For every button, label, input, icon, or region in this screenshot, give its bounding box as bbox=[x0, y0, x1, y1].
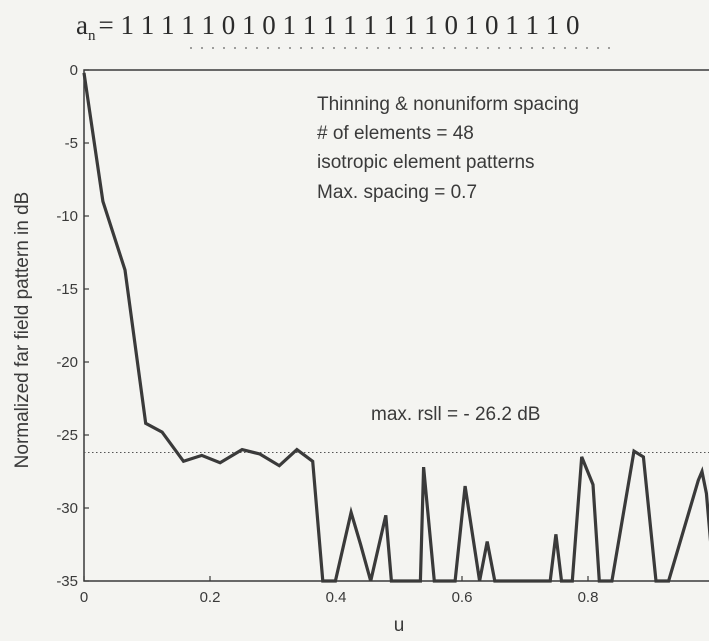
y-tick-label: -5 bbox=[65, 135, 78, 152]
x-tick-label: 0.4 bbox=[326, 589, 347, 606]
y-tick-labels: 0 -5 -10 -15 -20 -25 -30 -35 bbox=[56, 62, 78, 590]
sequence-bits: = 1 1 1 1 1 0 1 0 1 1 1 1 1 1 1 1 0 1 0 … bbox=[98, 10, 579, 40]
annotation-line-3: isotropic element patterns bbox=[317, 152, 535, 173]
y-tick-label: -20 bbox=[56, 354, 78, 371]
sequence-label: an = 1 1 1 1 1 0 1 0 1 1 1 1 1 1 1 1 0 1 … bbox=[76, 10, 579, 44]
y-tick-label: -30 bbox=[56, 500, 78, 517]
annotation-line-2: # of elements = 48 bbox=[317, 123, 474, 144]
rsll-annotation: max. rsll = - 26.2 dB bbox=[371, 404, 540, 425]
x-tick-label: 0.6 bbox=[452, 589, 473, 606]
y-tick-label: -25 bbox=[56, 427, 78, 444]
x-tick-label: 0.8 bbox=[578, 589, 599, 606]
x-tick-labels: 00.20.40.60.81 bbox=[80, 589, 599, 606]
y-tick-label: -15 bbox=[56, 281, 78, 298]
x-tick-label: 0.2 bbox=[200, 589, 221, 606]
annotation-line-1: Thinning & nonuniform spacing bbox=[317, 94, 579, 115]
y-tick-label: 0 bbox=[70, 62, 78, 79]
y-tick-label: -35 bbox=[56, 573, 78, 590]
sequence-prefix: a bbox=[76, 10, 88, 40]
sequence-subscript: n bbox=[88, 28, 96, 44]
annotation-line-4: Max. spacing = 0.7 bbox=[317, 182, 477, 203]
plot-frame bbox=[83, 69, 709, 582]
annotation-block: Thinning & nonuniform spacing # of eleme… bbox=[317, 94, 579, 203]
y-tick-label: -10 bbox=[56, 208, 78, 225]
series-line-0 bbox=[82, 72, 709, 583]
x-tick-label: 0 bbox=[80, 589, 88, 606]
x-axis-title: u bbox=[394, 615, 405, 636]
series-group bbox=[82, 72, 709, 583]
y-axis-title: Normalized far field pattern in dB bbox=[12, 192, 33, 469]
tick-marks bbox=[83, 69, 589, 582]
